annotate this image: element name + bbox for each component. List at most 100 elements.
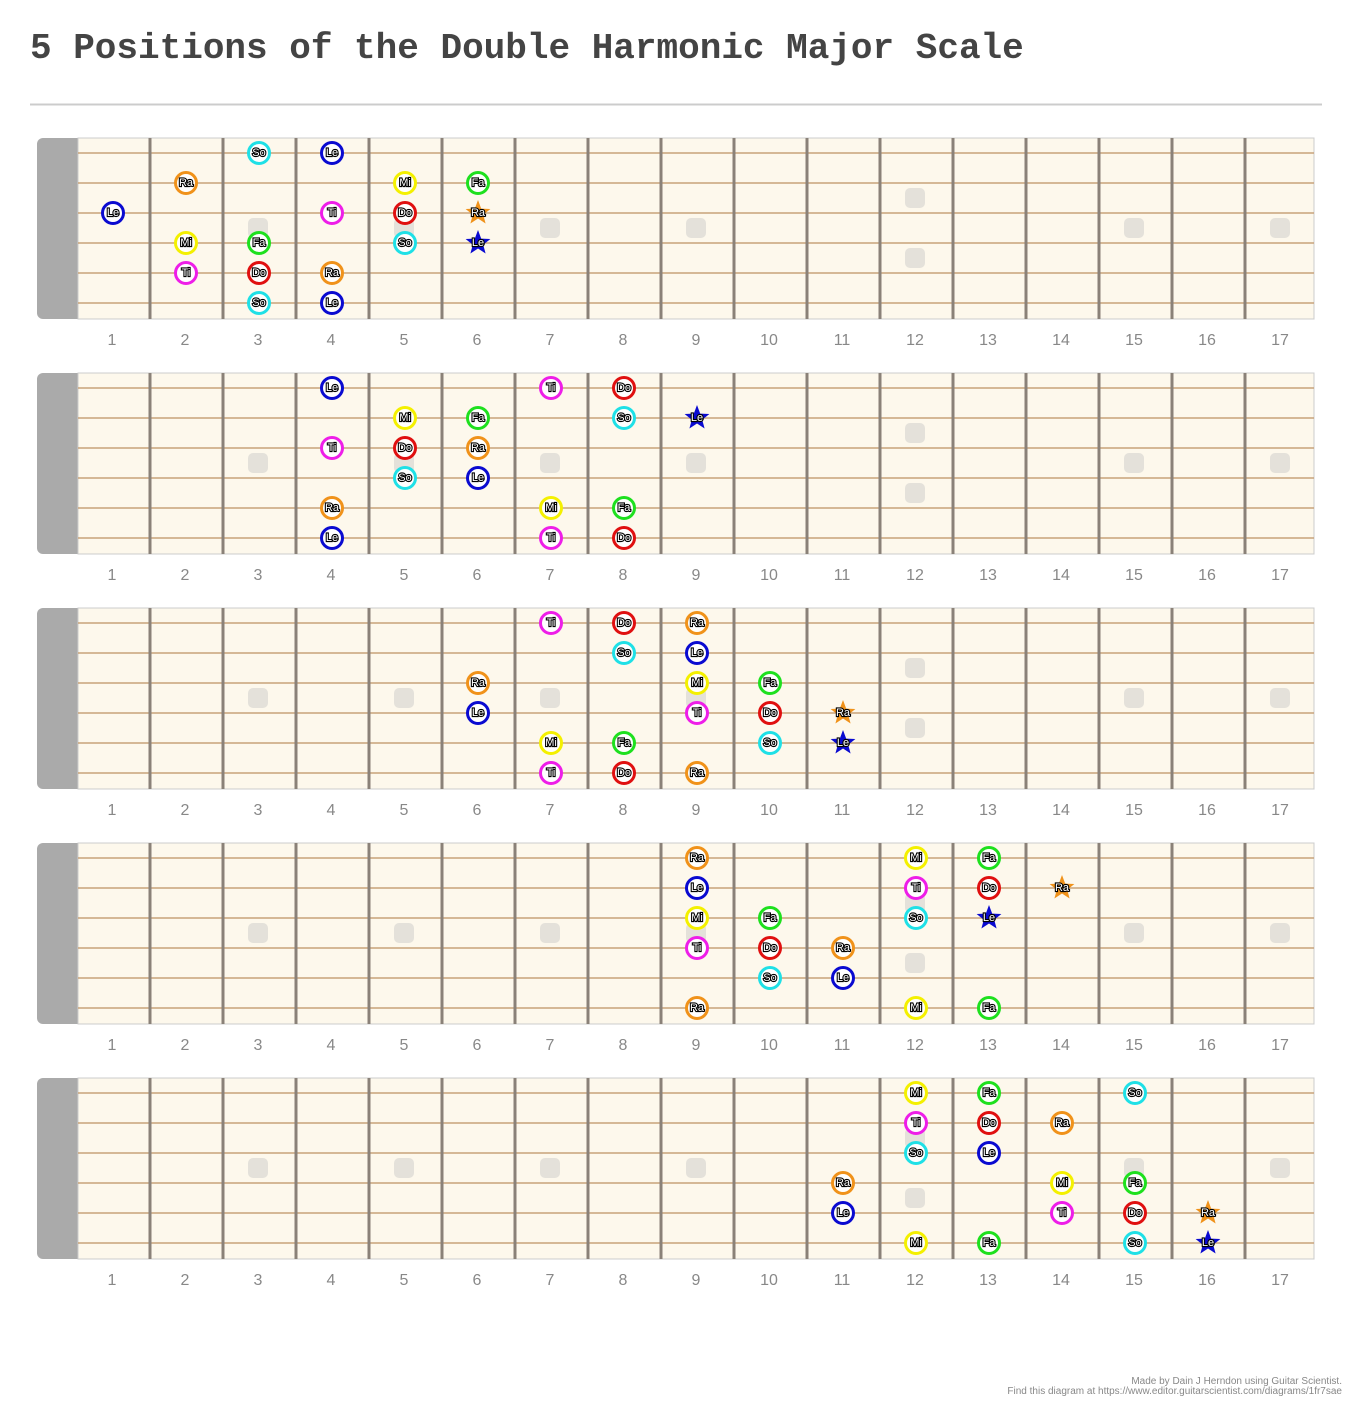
note-label: Mi — [910, 1002, 922, 1014]
note-label: Le — [472, 237, 484, 249]
inlay — [905, 423, 925, 443]
note-label: Ra — [690, 617, 705, 629]
note-marker — [1050, 1201, 1074, 1225]
fret-number: 6 — [473, 567, 482, 584]
note-marker — [174, 231, 198, 255]
note-label: Le — [472, 472, 484, 484]
fret-number: 7 — [546, 802, 555, 819]
note-marker — [612, 406, 636, 430]
inlay — [540, 923, 560, 943]
fret-number: 15 — [1125, 802, 1143, 819]
note-marker — [393, 201, 417, 225]
note-label: Do — [617, 532, 631, 544]
note-marker — [758, 701, 782, 725]
note-marker — [1123, 1081, 1147, 1105]
note-marker — [977, 1231, 1001, 1255]
note-label: Do — [398, 207, 412, 219]
fret-number: 5 — [400, 567, 409, 584]
note-label: Le — [691, 412, 703, 424]
note-label: Do — [617, 617, 631, 629]
fret-number: 17 — [1271, 332, 1289, 349]
note-marker — [1050, 1171, 1074, 1195]
note-marker — [977, 876, 1001, 900]
note-label: Ti — [693, 942, 702, 954]
note-marker — [539, 496, 563, 520]
note-marker — [758, 671, 782, 695]
fret-number: 3 — [254, 1037, 263, 1054]
note-label: Le — [326, 532, 338, 544]
note-marker — [904, 906, 928, 930]
note-label: Mi — [399, 177, 411, 189]
fret-number: 15 — [1125, 1037, 1143, 1054]
note-label: Ti — [547, 532, 556, 544]
note-star — [684, 405, 710, 429]
note-marker — [904, 876, 928, 900]
note-label: Mi — [399, 412, 411, 424]
note-label: Le — [837, 1207, 849, 1219]
note-label: Fa — [253, 237, 267, 249]
note-label: Le — [326, 147, 338, 159]
note-label: Ra — [690, 1002, 705, 1014]
note-label: So — [763, 972, 776, 984]
note-label: So — [398, 237, 411, 249]
note-marker — [685, 701, 709, 725]
fret-number: 8 — [619, 1037, 628, 1054]
note-label: Fa — [983, 1237, 997, 1249]
fret-number: 13 — [979, 1037, 997, 1054]
inlay — [394, 1158, 414, 1178]
note-label: Do — [982, 1117, 996, 1129]
note-star — [1195, 1230, 1221, 1254]
note-marker — [466, 466, 490, 490]
note-marker — [320, 201, 344, 225]
note-marker — [758, 936, 782, 960]
note-label: Ra — [179, 177, 194, 189]
note-label: Ra — [325, 502, 340, 514]
note-label: So — [1128, 1087, 1141, 1099]
inlay — [1124, 453, 1144, 473]
fret-number: 4 — [327, 1037, 336, 1054]
fret-number: 12 — [906, 1037, 924, 1054]
note-marker — [685, 671, 709, 695]
inlay — [394, 923, 414, 943]
note-label: Mi — [545, 502, 557, 514]
inlay — [1124, 923, 1144, 943]
fret-number: 14 — [1052, 1272, 1070, 1289]
note-label: Mi — [910, 1087, 922, 1099]
note-label: Ra — [471, 207, 486, 219]
note-marker — [393, 436, 417, 460]
inlay — [540, 218, 560, 238]
inlay — [248, 453, 268, 473]
inlay — [248, 688, 268, 708]
note-label: Mi — [691, 912, 703, 924]
note-label: Ra — [471, 677, 486, 689]
inlay — [905, 658, 925, 678]
note-marker — [977, 996, 1001, 1020]
fret-number: 10 — [760, 1272, 778, 1289]
note-label: Ti — [912, 1117, 921, 1129]
note-marker — [393, 406, 417, 430]
note-marker — [685, 936, 709, 960]
inlay — [394, 688, 414, 708]
note-label: Ra — [836, 942, 851, 954]
fret-number: 14 — [1052, 1037, 1070, 1054]
fret-number: 17 — [1271, 1272, 1289, 1289]
fret-number: 15 — [1125, 332, 1143, 349]
note-marker — [758, 906, 782, 930]
fret-number: 11 — [834, 567, 851, 584]
note-label: So — [909, 1147, 922, 1159]
note-marker — [685, 846, 709, 870]
note-marker — [758, 731, 782, 755]
note-label: Fa — [618, 737, 632, 749]
note-label: Ti — [547, 617, 556, 629]
note-marker — [466, 171, 490, 195]
fret-number: 2 — [181, 1037, 190, 1054]
fret-number: 1 — [108, 567, 117, 584]
fret-number: 9 — [692, 332, 701, 349]
note-marker — [1123, 1231, 1147, 1255]
note-marker — [685, 996, 709, 1020]
fret-number: 4 — [327, 332, 336, 349]
fret-number: 14 — [1052, 332, 1070, 349]
